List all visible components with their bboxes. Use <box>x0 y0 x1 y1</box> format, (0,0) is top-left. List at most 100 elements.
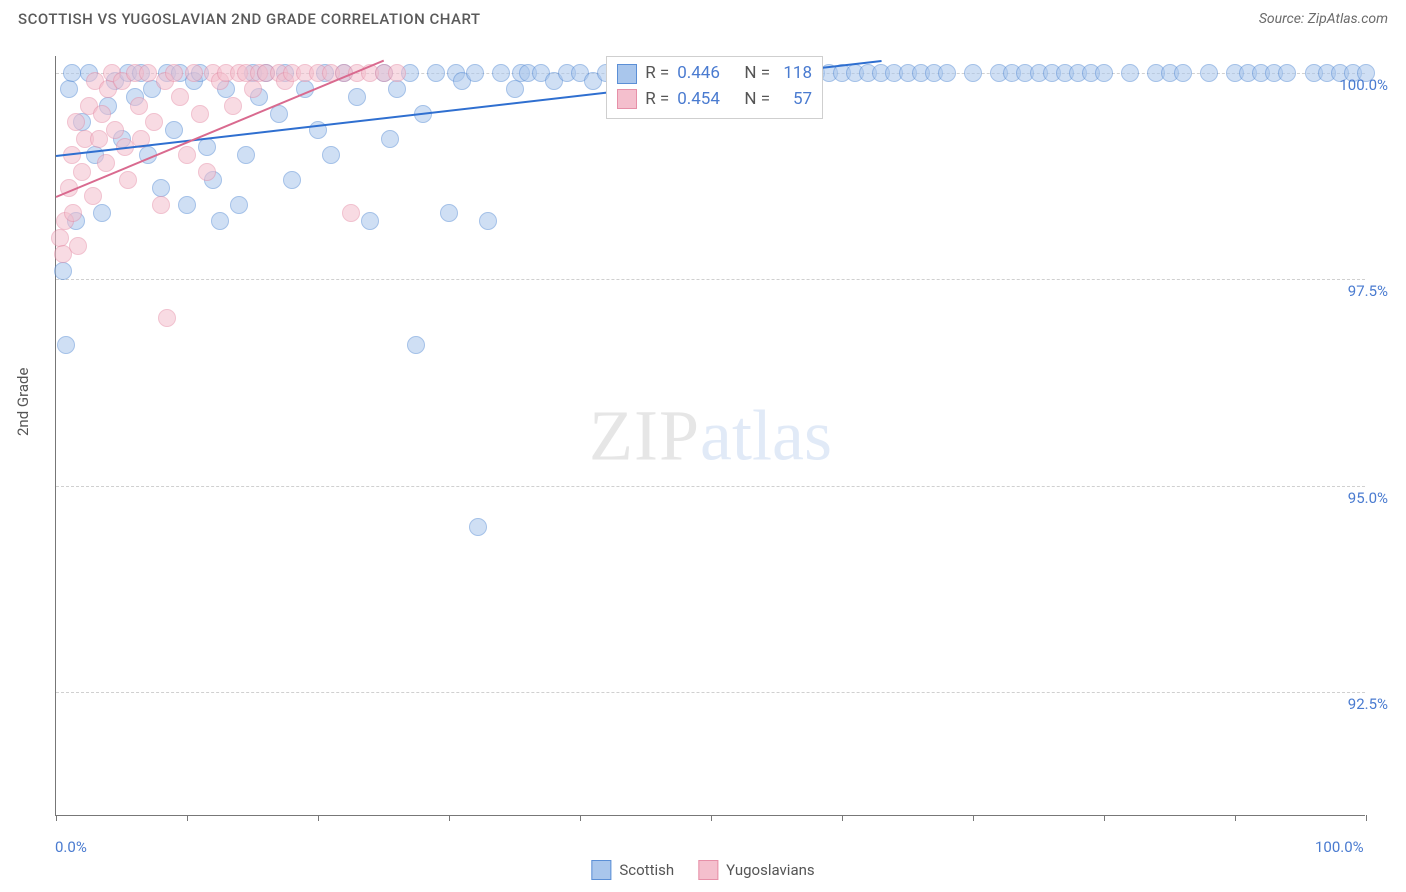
data-point <box>237 146 255 164</box>
stat-n-value: 118 <box>778 61 812 87</box>
data-point <box>51 229 69 247</box>
data-point <box>466 64 484 82</box>
x-tick <box>318 815 319 821</box>
data-point <box>1174 64 1192 82</box>
data-point <box>106 121 124 139</box>
x-tick <box>1104 815 1105 821</box>
chart-header: SCOTTISH VS YUGOSLAVIAN 2ND GRADE CORREL… <box>0 0 1406 36</box>
data-point <box>381 130 399 148</box>
x-tick <box>187 815 188 821</box>
legend-swatch <box>591 860 611 880</box>
x-tick <box>449 815 450 821</box>
data-point <box>93 105 111 123</box>
data-point <box>492 64 510 82</box>
data-point <box>158 309 176 327</box>
legend-label: Yugoslavians <box>726 861 815 879</box>
data-point <box>407 336 425 354</box>
data-point <box>152 196 170 214</box>
data-point <box>506 80 524 98</box>
stat-n-label: N = <box>744 87 770 113</box>
data-point <box>67 113 85 131</box>
data-point <box>69 237 87 255</box>
y-tick-label: 100.0% <box>1339 76 1388 94</box>
chart-title: SCOTTISH VS YUGOSLAVIAN 2ND GRADE CORREL… <box>18 10 481 28</box>
legend-item: Yugoslavians <box>698 860 815 880</box>
data-point <box>191 105 209 123</box>
gridline-h <box>56 486 1365 487</box>
data-point <box>211 212 229 230</box>
data-point <box>469 518 487 536</box>
data-point <box>938 64 956 82</box>
data-point <box>165 64 183 82</box>
x-tick <box>580 815 581 821</box>
data-point <box>283 171 301 189</box>
x-tick-label: 100.0% <box>1315 838 1364 856</box>
plot-area: ZIPatlas R = 0.446 N = 118 R = 0.454 N = 57 <box>55 56 1365 816</box>
data-point <box>198 163 216 181</box>
stats-row: R = 0.454 N = 57 <box>617 87 812 113</box>
data-point <box>198 138 216 156</box>
data-point <box>342 204 360 222</box>
data-point <box>964 64 982 82</box>
data-point <box>1121 64 1139 82</box>
data-point <box>224 97 242 115</box>
stat-r-value: 0.454 <box>677 87 720 113</box>
data-point <box>1095 64 1113 82</box>
data-point <box>388 80 406 98</box>
data-point <box>427 64 445 82</box>
y-tick-label: 95.0% <box>1348 489 1388 507</box>
y-tick-label: 92.5% <box>1348 695 1388 713</box>
series-swatch <box>617 89 637 109</box>
stat-r-value: 0.446 <box>677 61 720 87</box>
data-point <box>178 146 196 164</box>
data-point <box>348 88 366 106</box>
watermark: ZIPatlas <box>589 394 832 477</box>
data-point <box>119 171 137 189</box>
chart-container: 2nd Grade ZIPatlas R =0.446 N =118R =0.4… <box>0 36 1406 886</box>
data-point <box>178 196 196 214</box>
data-point <box>322 146 340 164</box>
watermark-zip: ZIP <box>589 395 700 475</box>
data-point <box>84 187 102 205</box>
x-tick <box>56 815 57 821</box>
data-point <box>64 204 82 222</box>
x-tick-label: 0.0% <box>55 838 87 856</box>
data-point <box>388 64 406 82</box>
data-point <box>145 113 163 131</box>
data-point <box>185 64 203 82</box>
gridline-h <box>56 279 1365 280</box>
chart-source: Source: ZipAtlas.com <box>1259 11 1388 27</box>
data-point <box>63 64 81 82</box>
data-point <box>152 179 170 197</box>
stat-r-label: R = <box>645 87 669 113</box>
gridline-h <box>56 692 1365 693</box>
data-point <box>54 262 72 280</box>
stat-r-label: R = <box>645 61 669 87</box>
data-point <box>230 196 248 214</box>
y-tick-label: 97.5% <box>1348 282 1388 300</box>
data-point <box>97 154 115 172</box>
data-point <box>139 64 157 82</box>
stat-n-label: N = <box>744 61 770 87</box>
data-point <box>1278 64 1296 82</box>
data-point <box>440 204 458 222</box>
data-point <box>165 121 183 139</box>
legend-label: Scottish <box>619 861 674 879</box>
stats-box: R = 0.446 N = 118 R = 0.454 N = 57 <box>606 56 823 119</box>
data-point <box>479 212 497 230</box>
stat-n-value: 57 <box>778 87 812 113</box>
series-swatch <box>617 64 637 84</box>
legend-swatch <box>698 860 718 880</box>
x-tick <box>1235 815 1236 821</box>
data-point <box>244 80 262 98</box>
data-point <box>73 163 91 181</box>
x-tick <box>711 815 712 821</box>
watermark-atlas: atlas <box>700 395 832 475</box>
data-point <box>57 336 75 354</box>
data-point <box>93 204 111 222</box>
data-point <box>130 97 148 115</box>
x-tick <box>1366 815 1367 821</box>
data-point <box>1200 64 1218 82</box>
legend: Scottish Yugoslavians <box>591 860 814 880</box>
data-point <box>361 212 379 230</box>
